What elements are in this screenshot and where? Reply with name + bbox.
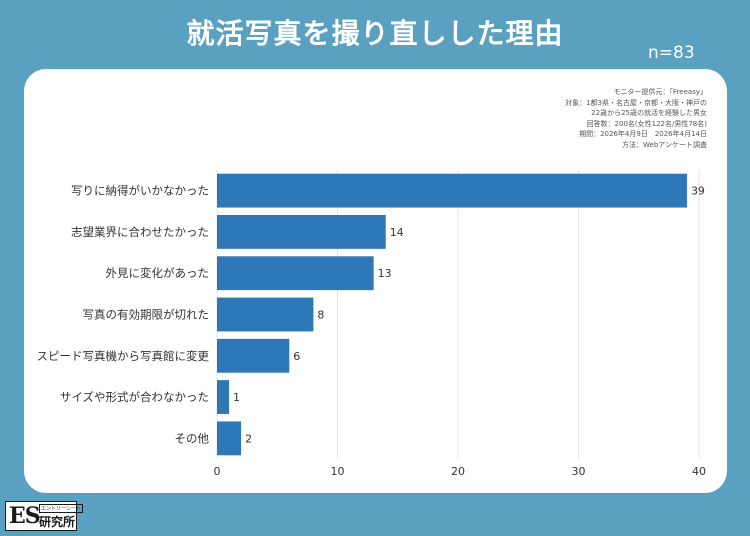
value-label-3: 8 xyxy=(317,309,324,322)
source-line-responses: 回答数：200名(女性122名/男性78名) xyxy=(586,119,707,128)
x-tick-label-0: 0 xyxy=(214,465,221,478)
source-line-provider: モニター提供元：「Freeasy」 xyxy=(613,88,707,96)
bar-3 xyxy=(217,297,314,332)
page-title: 就活写真を撮り直しした理由 xyxy=(186,17,564,50)
source-line-method: 方法：Webアンケート調査 xyxy=(622,140,707,149)
sample-size: n=83 xyxy=(648,43,695,63)
category-label-0: 写りに納得がいかなかった xyxy=(71,184,209,198)
chart-panel: モニター提供元：「Freeasy」 対象：1都3県・名古屋・京都・大阪・神戸の … xyxy=(24,69,727,493)
x-tick-label-1: 10 xyxy=(331,465,345,478)
category-label-5: サイズや形式が合わなかった xyxy=(60,390,209,404)
bar-chart: 0 10 20 30 40 写りに納得がいかなかった 39 志望業界に合わせたかった 14 外見に… xyxy=(37,170,706,478)
value-label-5: 1 xyxy=(233,391,240,404)
value-label-0: 39 xyxy=(691,185,705,198)
source-line-period: 期間：2026年4月9日 2026年4月14日 xyxy=(579,130,707,138)
bar-0 xyxy=(217,173,687,208)
x-tick-label-3: 30 xyxy=(572,465,586,478)
category-label-3: 写真の有効期限が切れた xyxy=(83,308,210,322)
bar-2 xyxy=(217,256,374,291)
value-label-2: 13 xyxy=(378,267,392,280)
category-label-6: その他 xyxy=(175,431,210,445)
value-label-4: 6 xyxy=(293,350,300,363)
es-lab-logo: ES エントリーシート 研究所 xyxy=(5,501,83,531)
value-label-1: 14 xyxy=(390,226,404,239)
source-line-target: 対象：1都3県・名古屋・京都・大阪・神戸の xyxy=(565,98,707,107)
bar-4 xyxy=(217,338,290,373)
source-note: モニター提供元：「Freeasy」 対象：1都3県・名古屋・京都・大阪・神戸の … xyxy=(487,87,707,150)
bar-6 xyxy=(217,421,242,456)
value-label-6: 2 xyxy=(245,432,252,445)
category-label-2: 外見に変化があった xyxy=(106,266,210,280)
x-tick-label-2: 20 xyxy=(451,465,465,478)
category-label-1: 志望業界に合わせたかった xyxy=(71,225,209,239)
bar-5 xyxy=(217,380,230,414)
logo-tagline: エントリーシート xyxy=(39,504,83,513)
logo-mark: ES xyxy=(9,503,41,529)
source-line-target-age: 22歳から25歳の就活を経験した男女 xyxy=(591,109,707,117)
bar-1 xyxy=(217,215,386,249)
category-label-4: スピード写真機から写真館に変更 xyxy=(37,349,210,363)
logo-name: 研究所 xyxy=(39,515,76,529)
x-tick-label-4: 40 xyxy=(692,465,706,478)
